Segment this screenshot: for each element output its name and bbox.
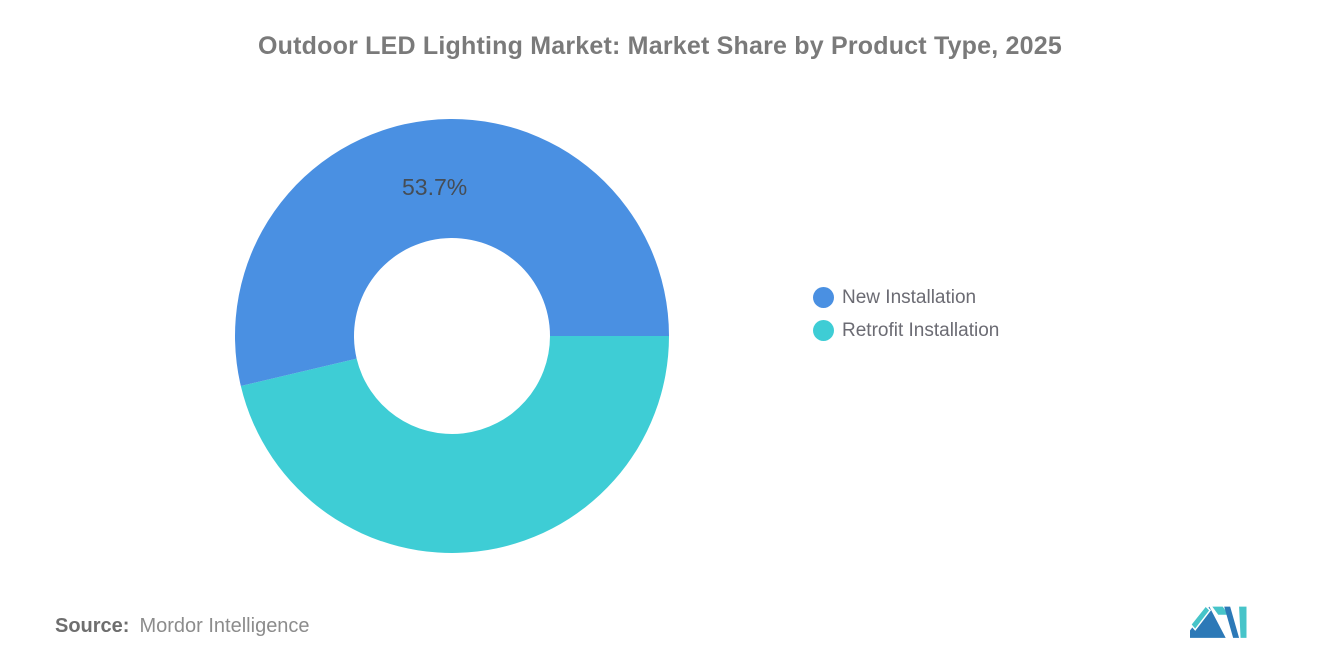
donut-slice-new-installation[interactable]: [235, 119, 669, 386]
chart-title: Outdoor LED Lighting Market: Market Shar…: [258, 32, 1062, 60]
source-text: Mordor Intelligence: [139, 615, 310, 637]
slice-data-label: 53.7%: [402, 174, 467, 200]
legend-marker-retrofit-installation-icon: [813, 320, 834, 341]
chart-legend: New Installation Retrofit Installation: [813, 284, 999, 350]
legend-item-new-installation[interactable]: New Installation: [813, 284, 999, 311]
legend-item-retrofit-installation[interactable]: Retrofit Installation: [813, 317, 999, 344]
logo-m-blue-shape: [1190, 606, 1226, 638]
logo-i-teal-bar: [1239, 606, 1247, 638]
source-label: Source:: [55, 615, 130, 637]
logo-n-diagonal-blue: [1224, 606, 1240, 638]
donut-slice-retrofit-installation[interactable]: [240, 336, 669, 554]
logo-teal-stripe: [1190, 604, 1212, 631]
logo-teal-triangle: [1212, 606, 1229, 615]
legend-label-retrofit-installation: Retrofit Installation: [842, 319, 1000, 341]
mordor-intelligence-logo: [1190, 604, 1247, 638]
legend-label-new-installation: New Installation: [842, 286, 977, 308]
legend-marker-new-installation-icon: [813, 287, 834, 308]
source-line: Source: Mordor Intelligence: [55, 615, 310, 638]
